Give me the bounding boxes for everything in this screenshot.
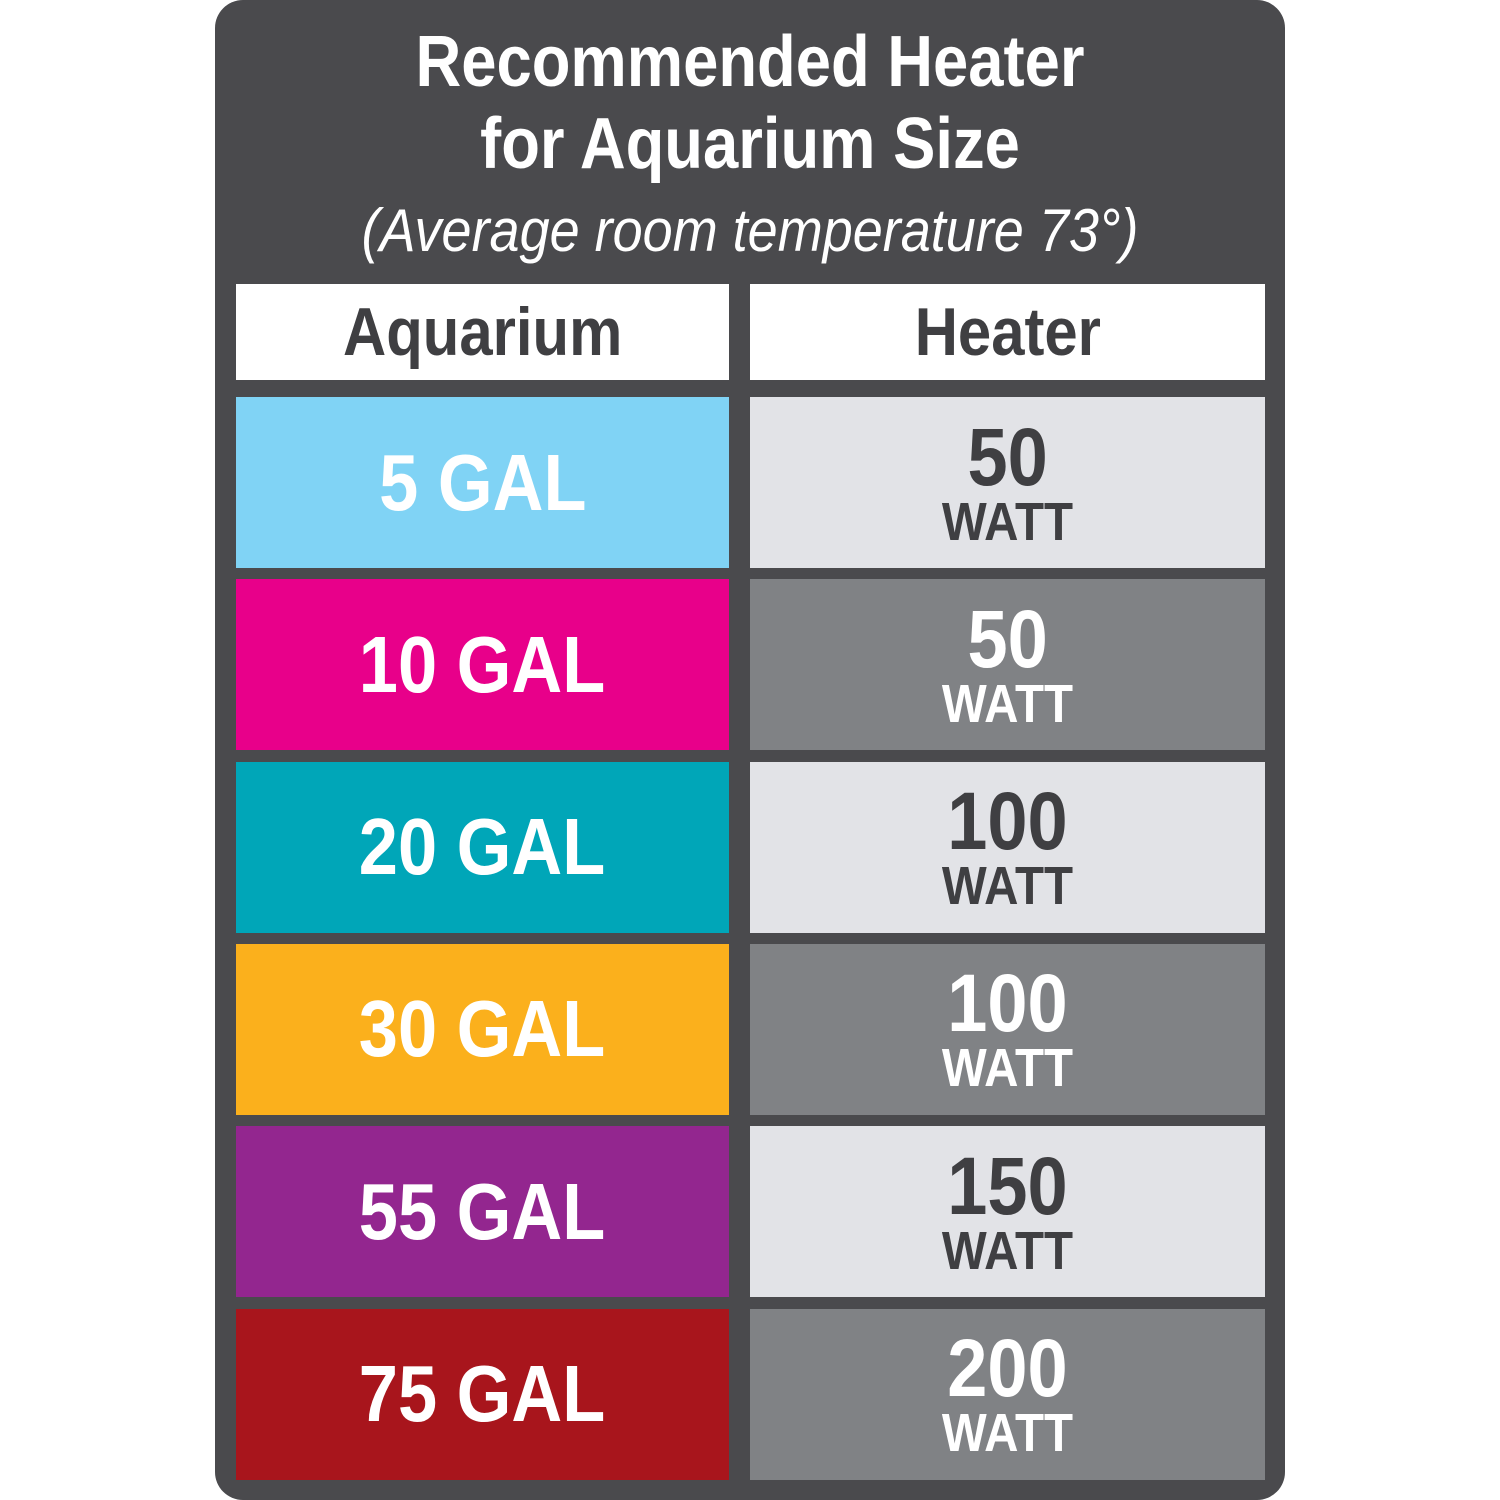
heater-wattage-cell: 50 WATT — [750, 579, 1265, 751]
heater-unit: WATT — [941, 1403, 1074, 1463]
aquarium-size-cell: 10 GAL — [236, 579, 729, 751]
heater-wattage-cell: 100 WATT — [750, 943, 1265, 1115]
heater-unit: WATT — [941, 673, 1074, 734]
aquarium-size-cell: 55 GAL — [236, 1126, 729, 1298]
heater-unit: WATT — [941, 1220, 1074, 1281]
aquarium-size-label: 20 GAL — [359, 802, 606, 892]
aquarium-size-cell: 75 GAL — [236, 1308, 729, 1480]
heater-watts: 50 — [967, 411, 1048, 503]
subtitle: (Average room temperature 73°) — [361, 197, 1139, 264]
heater-unit: WATT — [941, 856, 1074, 917]
heater-watts: 150 — [947, 1140, 1068, 1232]
heater-unit: WATT — [941, 1038, 1074, 1099]
title-line-2: for Aquarium Size — [480, 104, 1020, 184]
heater-watts: 200 — [947, 1323, 1068, 1414]
aquarium-size-cell: 20 GAL — [236, 761, 729, 933]
header-heater: Heater — [750, 284, 1265, 380]
aquarium-size-label: 75 GAL — [359, 1349, 606, 1438]
aquarium-size-cell: 5 GAL — [236, 397, 729, 568]
heater-wattage-cell: 50 WATT — [750, 397, 1265, 568]
header-aquarium-label: Aquarium — [342, 294, 623, 370]
heater-wattage-cell: 200 WATT — [750, 1308, 1265, 1480]
header-heater-label: Heater — [914, 294, 1101, 370]
heater-wattage-cell: 150 WATT — [750, 1126, 1265, 1298]
aquarium-size-label: 5 GAL — [378, 437, 587, 527]
heater-watts: 100 — [947, 958, 1068, 1050]
aquarium-size-cell: 30 GAL — [236, 943, 729, 1115]
aquarium-size-label: 10 GAL — [359, 619, 606, 709]
heater-watts: 50 — [967, 593, 1048, 685]
title-line-1: Recommended Heater — [415, 22, 1085, 102]
heater-unit: WATT — [941, 491, 1074, 552]
heater-watts: 100 — [947, 776, 1068, 868]
aquarium-size-label: 30 GAL — [359, 984, 606, 1074]
header-aquarium: Aquarium — [236, 284, 729, 380]
aquarium-size-label: 55 GAL — [359, 1166, 606, 1256]
heater-wattage-cell: 100 WATT — [750, 761, 1265, 933]
